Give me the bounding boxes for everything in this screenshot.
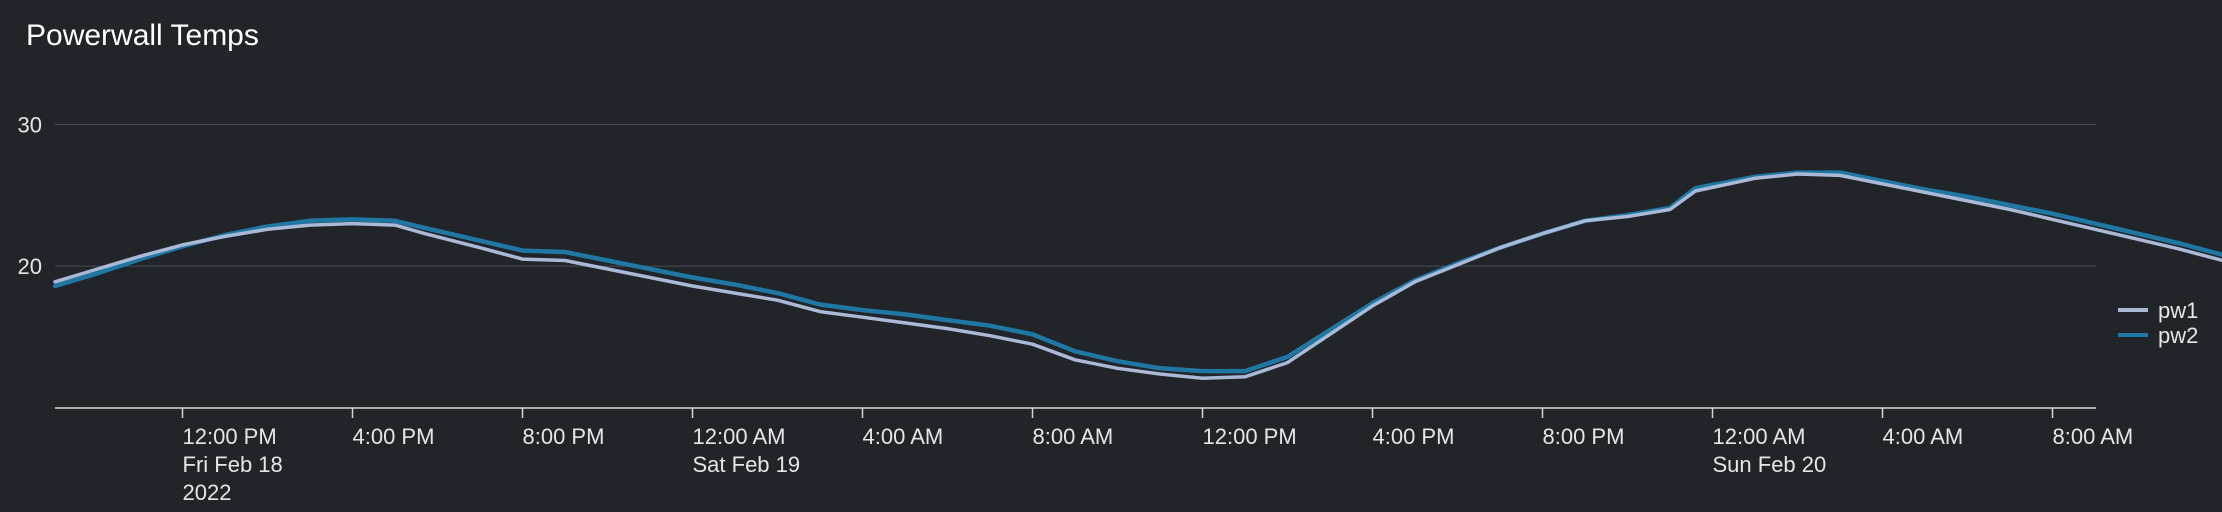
x-tick-label: 12:00 PM [1203,424,1297,449]
chart-title: Powerwall Temps [26,19,259,52]
x-tick-label: 12:00 AM [693,424,786,449]
x-tick-label: Sat Feb 19 [693,452,801,477]
legend-label-pw2[interactable]: pw2 [2158,323,2198,348]
x-tick-label: 4:00 PM [353,424,435,449]
x-axis [55,407,2096,418]
x-tick-label: 8:00 PM [1543,424,1625,449]
x-tick-label: 4:00 AM [863,424,944,449]
x-tick-label: 8:00 AM [2053,424,2134,449]
legend-label-pw1[interactable]: pw1 [2158,298,2198,323]
grid [55,123,2096,267]
series-lines [52,170,2222,380]
series-line-pw1 [53,172,2222,380]
y-tick-label: 30 [18,112,42,137]
y-tick-label: 20 [18,254,42,279]
series-line-pw2 [52,170,2222,374]
x-tick-label: Fri Feb 18 [183,452,283,477]
x-tick-label: 12:00 AM [1713,424,1806,449]
x-tick-label: 8:00 PM [523,424,605,449]
x-tick-label: 4:00 PM [1373,424,1455,449]
x-axis-labels: 12:00 PM Fri Feb 18 2022 4:00 PM 8:00 PM 12:0… [183,424,2134,505]
x-tick-label: 2022 [183,480,232,505]
x-tick-label: 8:00 AM [1033,424,1114,449]
x-tick-label: Sun Feb 20 [1713,452,1827,477]
x-tick-label: 12:00 PM [183,424,277,449]
x-tick-label: 4:00 AM [1883,424,1964,449]
